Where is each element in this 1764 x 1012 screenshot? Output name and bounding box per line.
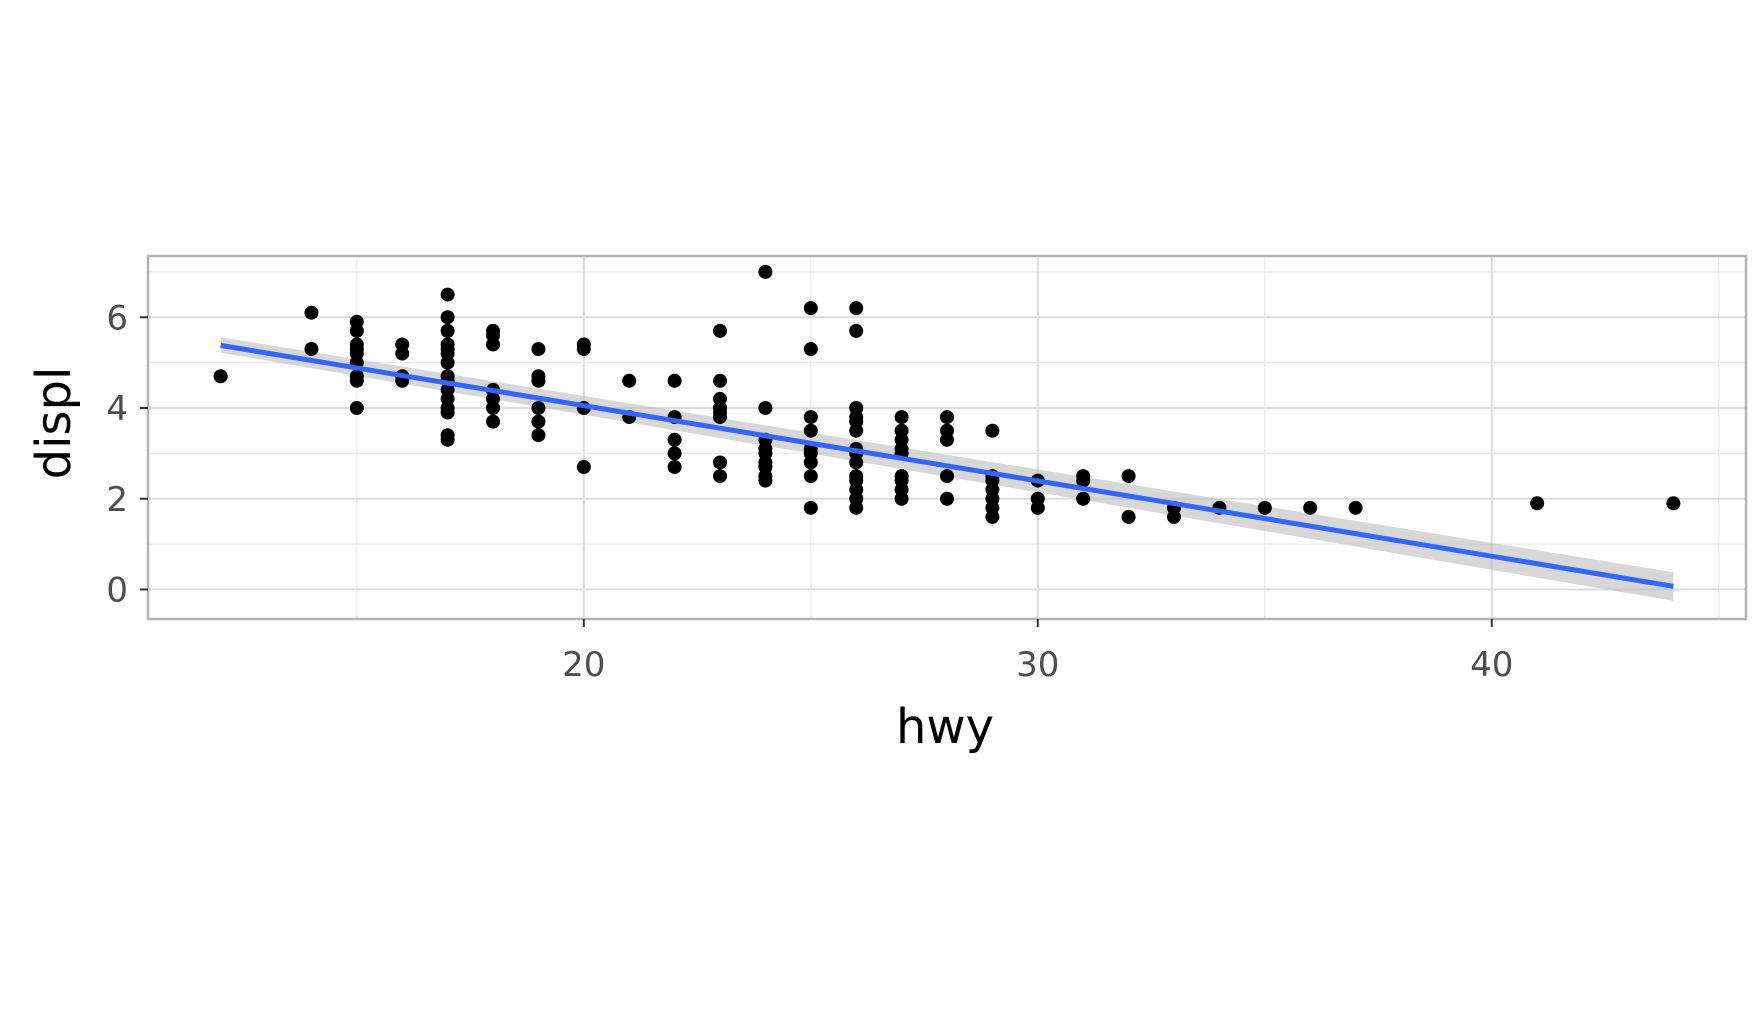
data-point — [803, 469, 818, 484]
data-point — [531, 342, 546, 357]
data-point — [849, 301, 864, 316]
data-point — [440, 382, 455, 397]
data-point — [440, 287, 455, 302]
data-point — [349, 373, 364, 388]
data-point — [531, 401, 546, 416]
data-point — [622, 373, 637, 388]
data-point — [713, 373, 728, 388]
x-tick-label: 30 — [1016, 645, 1059, 685]
data-point — [395, 346, 410, 361]
data-point — [1030, 500, 1045, 515]
x-tick-labels: 20 30 40 — [562, 619, 1513, 685]
data-point — [667, 373, 682, 388]
data-point — [440, 355, 455, 370]
data-point — [713, 469, 728, 484]
data-point — [713, 323, 728, 338]
data-point — [531, 414, 546, 429]
data-point — [440, 405, 455, 420]
data-point — [1076, 473, 1091, 488]
data-point — [440, 432, 455, 447]
y-tick-labels: 0 2 4 6 — [106, 298, 148, 611]
data-point — [849, 455, 864, 470]
x-axis-title: hwy — [896, 699, 994, 755]
data-point — [304, 342, 319, 357]
data-point — [849, 423, 864, 438]
data-point — [894, 410, 909, 425]
confidence-ribbon-layer — [220, 337, 1674, 601]
data-point — [803, 301, 818, 316]
data-point — [803, 423, 818, 438]
data-point — [758, 264, 773, 279]
data-point — [440, 323, 455, 338]
data-point — [667, 459, 682, 474]
data-point — [213, 369, 228, 384]
data-point — [1257, 500, 1272, 515]
data-point — [1666, 496, 1681, 511]
y-tick-label: 6 — [106, 298, 128, 338]
smooth-line-layer — [220, 342, 1674, 589]
data-point — [667, 432, 682, 447]
panel-border-layer — [146, 254, 1748, 621]
data-point — [1166, 509, 1181, 524]
data-point — [803, 455, 818, 470]
panel-border — [146, 254, 1748, 621]
data-point — [486, 414, 501, 429]
data-point — [940, 491, 954, 506]
y-axis-title: displ — [26, 367, 82, 480]
data-point — [894, 491, 909, 506]
y-tick-label: 0 — [106, 571, 128, 611]
data-point — [531, 428, 546, 443]
data-points — [213, 264, 1681, 524]
data-point — [349, 401, 364, 416]
data-point — [1530, 496, 1545, 511]
data-point — [849, 323, 864, 338]
x-tick-label: 40 — [1470, 645, 1513, 685]
confidence-ribbon — [220, 337, 1674, 601]
data-point — [803, 500, 818, 515]
data-point — [576, 459, 591, 474]
x-tick-label: 20 — [562, 645, 605, 685]
data-point — [849, 500, 864, 515]
data-point — [486, 337, 501, 352]
data-point — [486, 401, 501, 416]
y-tick-label: 2 — [106, 480, 128, 520]
data-point — [985, 423, 1000, 438]
data-point — [803, 410, 818, 425]
data-point — [940, 469, 954, 484]
data-point — [1076, 491, 1091, 506]
data-point — [713, 405, 728, 420]
data-point — [531, 373, 546, 388]
data-point — [1348, 500, 1363, 515]
data-point — [667, 446, 682, 461]
data-point — [1303, 500, 1318, 515]
data-point — [1121, 509, 1136, 524]
data-point — [349, 323, 364, 338]
data-point — [713, 455, 728, 470]
data-point — [758, 473, 773, 488]
data-point — [304, 305, 319, 320]
y-tick-label: 4 — [106, 389, 128, 429]
data-point — [985, 509, 1000, 524]
data-point — [440, 310, 455, 325]
data-point — [803, 342, 818, 357]
smooth-line — [220, 342, 1674, 589]
data-point — [758, 401, 773, 416]
data-point — [576, 342, 591, 357]
data-point — [940, 432, 954, 447]
data-point — [940, 410, 954, 425]
data-point — [1121, 469, 1136, 484]
